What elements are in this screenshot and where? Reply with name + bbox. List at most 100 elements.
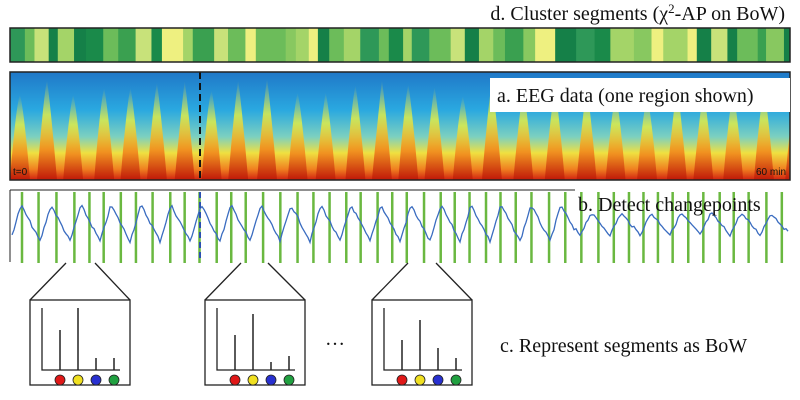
- strip-cell: [378, 28, 390, 62]
- burst: [257, 78, 278, 180]
- burst: [94, 87, 115, 180]
- strip-cell: [504, 28, 524, 62]
- strip-cell: [214, 28, 229, 62]
- strip-cell: [285, 28, 297, 62]
- burst: [544, 87, 565, 180]
- strip-cell: [594, 28, 611, 62]
- bow-dot: [229, 374, 241, 386]
- bow-box: [29, 299, 131, 386]
- strip-cell: [622, 28, 635, 62]
- bow-dot: [108, 374, 120, 386]
- burst: [228, 80, 249, 180]
- bow-dot: [72, 374, 84, 386]
- panel-b-label: b. Detect changepoints: [578, 194, 761, 216]
- burst: [287, 92, 308, 180]
- start-label: t=0: [13, 167, 28, 178]
- bow-box: [204, 299, 306, 386]
- strip-cell: [727, 28, 738, 62]
- strip-cell: [329, 28, 345, 62]
- burst: [10, 94, 30, 180]
- bow-axes: [383, 308, 462, 371]
- bow-axes: [216, 308, 295, 371]
- burst: [693, 89, 714, 180]
- bow-dot: [432, 374, 444, 386]
- strip-cell: [429, 28, 452, 62]
- panel-c-label: c. Represent segments as BoW: [500, 335, 747, 357]
- burst: [146, 82, 167, 180]
- bow-dot: [283, 374, 295, 386]
- bow-dot: [54, 374, 66, 386]
- burst: [201, 90, 222, 180]
- ellipsis: …: [325, 328, 345, 350]
- strip-cell: [450, 28, 466, 62]
- strip-cell: [757, 28, 767, 62]
- strip-cell: [737, 28, 759, 62]
- strip-cell: [360, 28, 380, 62]
- bow-dot: [265, 374, 277, 386]
- strip-cell: [464, 28, 480, 62]
- strip-cell: [295, 28, 310, 62]
- burst: [637, 97, 658, 180]
- strip-cell: [308, 28, 319, 62]
- label-sup: 2: [668, 1, 675, 16]
- burst: [452, 96, 473, 180]
- strip-cell: [103, 28, 119, 62]
- bow-axes: [41, 308, 120, 371]
- strip-cell: [343, 28, 361, 62]
- strip-cell: [403, 28, 413, 62]
- strip-border: [9, 27, 791, 63]
- bow-dot: [396, 374, 408, 386]
- burst: [481, 80, 502, 180]
- burst: [315, 92, 336, 180]
- strip-cell: [696, 28, 712, 62]
- burst: [174, 80, 195, 180]
- strip-cell: [766, 28, 785, 62]
- strip-cell: [555, 28, 577, 62]
- spectrogram-bursts: [10, 78, 790, 180]
- strip-cell: [478, 28, 494, 62]
- burst: [576, 86, 597, 180]
- strip-cell: [576, 28, 596, 62]
- strip-cell: [255, 28, 271, 62]
- bow-dot: [247, 374, 259, 386]
- bow-dot: [414, 374, 426, 386]
- strip-cell: [161, 28, 184, 62]
- label-bg: [490, 78, 790, 112]
- strip-cell: [151, 28, 163, 62]
- strip-cell: [192, 28, 215, 62]
- bow-dot: [450, 374, 462, 386]
- strip-cell: [183, 28, 194, 62]
- burst: [753, 86, 774, 180]
- strip-cell: [783, 28, 791, 62]
- strip-cell: [10, 28, 26, 62]
- burst: [785, 129, 790, 180]
- eeg-border: [9, 71, 791, 181]
- burst: [666, 86, 687, 180]
- strip-cell: [74, 28, 87, 62]
- burst: [605, 93, 626, 180]
- strip-cell: [711, 28, 728, 62]
- burst: [398, 84, 419, 180]
- burst: [37, 79, 58, 180]
- zoom-lines: [29, 262, 473, 301]
- strip-cell: [388, 28, 404, 62]
- strip-cell: [57, 28, 75, 62]
- strip-cell: [493, 28, 506, 62]
- end-label: 60 min: [756, 167, 786, 178]
- strip-cell: [270, 28, 287, 62]
- cluster-strip: [10, 28, 791, 62]
- signal: [11, 204, 789, 245]
- burst: [120, 87, 141, 180]
- strip-cell: [671, 28, 689, 62]
- bow-box: [371, 299, 473, 386]
- bow-dot: [90, 374, 102, 386]
- strip-cell: [523, 28, 536, 62]
- burst: [513, 87, 534, 180]
- burst: [371, 79, 392, 180]
- burst: [63, 94, 84, 180]
- label-part: d. Cluster segments (χ: [490, 3, 668, 25]
- label-part: -AP on BoW): [675, 3, 785, 25]
- panel-a-label: a. EEG data (one region shown): [497, 85, 754, 107]
